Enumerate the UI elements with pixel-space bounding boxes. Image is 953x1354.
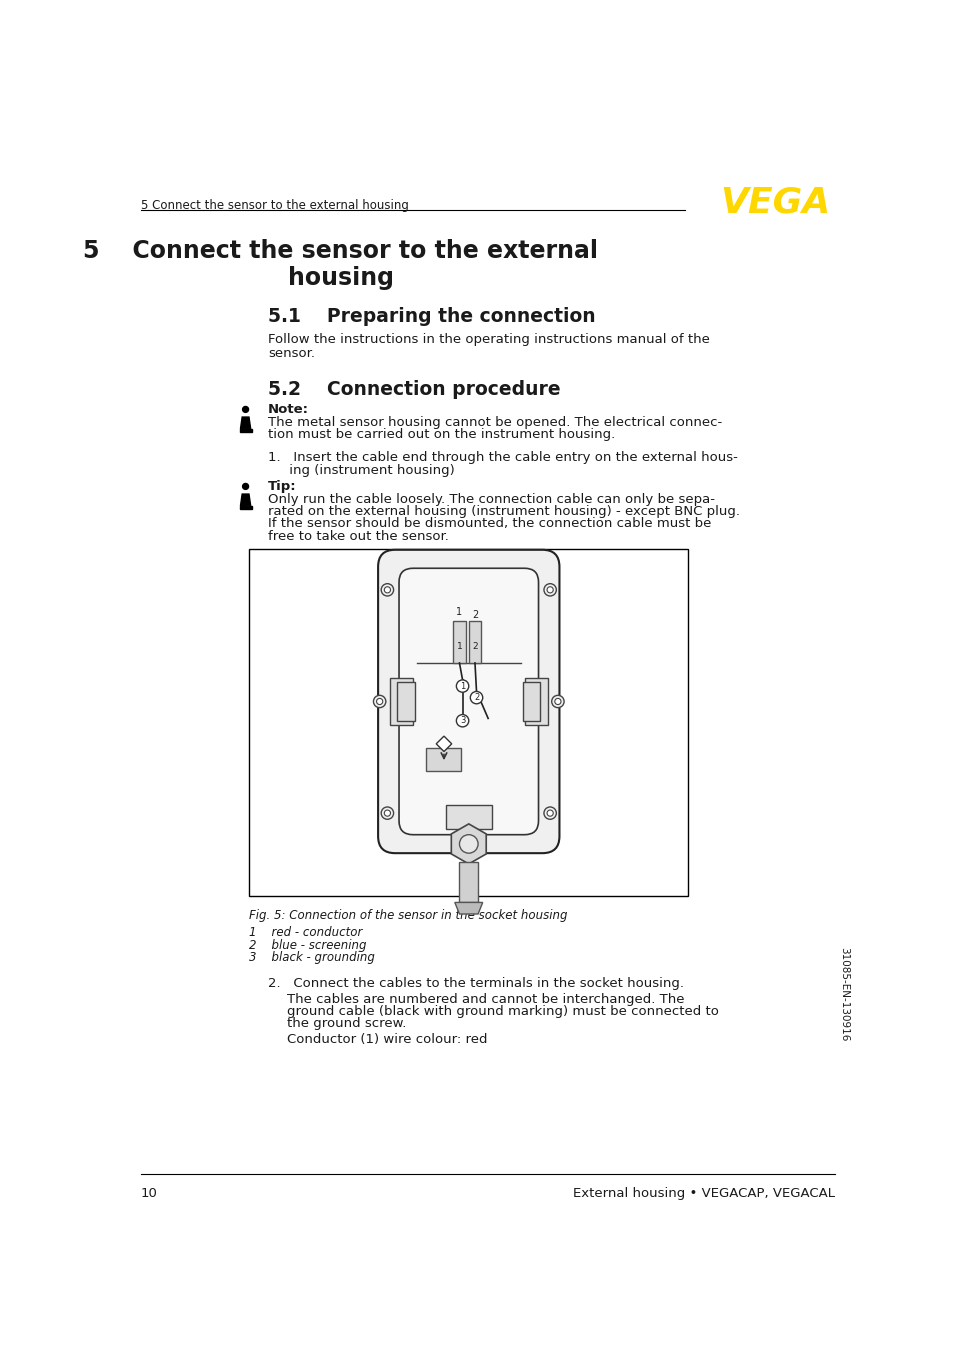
Bar <box>426 747 460 770</box>
Circle shape <box>376 699 382 704</box>
Text: 5 Connect the sensor to the external housing: 5 Connect the sensor to the external hou… <box>141 199 409 213</box>
Text: 1.   Insert the cable end through the cable entry on the external hous-: 1. Insert the cable end through the cabl… <box>268 451 738 464</box>
Circle shape <box>456 715 468 727</box>
Text: 3    black - grounding: 3 black - grounding <box>249 951 375 964</box>
Circle shape <box>470 692 482 704</box>
Polygon shape <box>436 737 452 751</box>
Text: ing (instrument housing): ing (instrument housing) <box>268 463 455 477</box>
Bar <box>459 862 477 903</box>
Circle shape <box>456 680 468 692</box>
Text: 2: 2 <box>474 693 478 703</box>
Circle shape <box>384 810 390 816</box>
Text: free to take out the sensor.: free to take out the sensor. <box>268 529 449 543</box>
Polygon shape <box>451 825 486 864</box>
Circle shape <box>381 584 394 596</box>
Text: housing: housing <box>288 265 394 290</box>
Text: sensor.: sensor. <box>268 347 314 360</box>
Bar <box>249 548 687 895</box>
Text: Tip:: Tip: <box>268 481 296 493</box>
Circle shape <box>546 810 553 816</box>
Text: 1: 1 <box>456 607 462 617</box>
FancyBboxPatch shape <box>377 550 558 853</box>
Text: 1: 1 <box>456 642 462 650</box>
Bar <box>468 620 480 663</box>
Bar <box>445 806 492 829</box>
Circle shape <box>546 586 553 593</box>
Text: The metal sensor housing cannot be opened. The electrical connec-: The metal sensor housing cannot be opene… <box>268 416 721 429</box>
Text: 10: 10 <box>141 1186 157 1200</box>
Circle shape <box>381 807 394 819</box>
Text: 5.2    Connection procedure: 5.2 Connection procedure <box>268 379 560 398</box>
Circle shape <box>543 807 556 819</box>
Text: ground cable (black with ground marking) must be connected to: ground cable (black with ground marking)… <box>286 1005 718 1018</box>
Circle shape <box>373 696 385 708</box>
Circle shape <box>459 834 477 853</box>
Polygon shape <box>240 494 251 506</box>
Circle shape <box>384 586 390 593</box>
Bar <box>524 678 547 724</box>
Text: Note:: Note: <box>268 403 309 417</box>
Circle shape <box>555 699 560 704</box>
Text: The cables are numbered and cannot be interchanged. The: The cables are numbered and cannot be in… <box>286 992 683 1006</box>
Circle shape <box>543 584 556 596</box>
Text: 2: 2 <box>472 642 477 650</box>
Text: Fig. 5: Connection of the sensor in the socket housing: Fig. 5: Connection of the sensor in the … <box>249 910 567 922</box>
Polygon shape <box>455 903 482 914</box>
Text: 5.1    Preparing the connection: 5.1 Preparing the connection <box>268 307 595 326</box>
Text: VEGA: VEGA <box>720 185 830 219</box>
Text: 2    blue - screening: 2 blue - screening <box>249 938 367 952</box>
Text: 5    Connect the sensor to the external: 5 Connect the sensor to the external <box>83 240 598 264</box>
Bar <box>239 506 252 509</box>
Bar <box>239 429 252 432</box>
Circle shape <box>242 483 249 489</box>
Bar <box>522 682 539 720</box>
FancyBboxPatch shape <box>398 569 537 834</box>
Text: 31085-EN-130916: 31085-EN-130916 <box>839 946 848 1041</box>
Circle shape <box>242 406 249 413</box>
Text: tion must be carried out on the instrument housing.: tion must be carried out on the instrume… <box>268 428 615 441</box>
Text: rated on the external housing (instrument housing) - except BNC plug.: rated on the external housing (instrumen… <box>268 505 740 519</box>
Bar <box>397 682 415 720</box>
Text: 2: 2 <box>472 609 477 620</box>
Text: Only run the cable loosely. The connection cable can only be sepa-: Only run the cable loosely. The connecti… <box>268 493 715 506</box>
Text: Follow the instructions in the operating instructions manual of the: Follow the instructions in the operating… <box>268 333 709 347</box>
Text: 2.   Connect the cables to the terminals in the socket housing.: 2. Connect the cables to the terminals i… <box>268 978 683 990</box>
Text: 1    red - conductor: 1 red - conductor <box>249 926 362 940</box>
Text: Conductor (1) wire colour: red: Conductor (1) wire colour: red <box>286 1033 487 1045</box>
Polygon shape <box>240 417 251 429</box>
Text: 3: 3 <box>459 716 465 726</box>
Text: the ground screw.: the ground screw. <box>286 1017 406 1030</box>
Circle shape <box>551 696 563 708</box>
Text: External housing • VEGACAP, VEGACAL: External housing • VEGACAP, VEGACAL <box>573 1186 835 1200</box>
Text: 1: 1 <box>459 681 465 691</box>
Bar <box>390 678 413 724</box>
Bar <box>453 620 465 663</box>
Text: If the sensor should be dismounted, the connection cable must be: If the sensor should be dismounted, the … <box>268 517 711 531</box>
